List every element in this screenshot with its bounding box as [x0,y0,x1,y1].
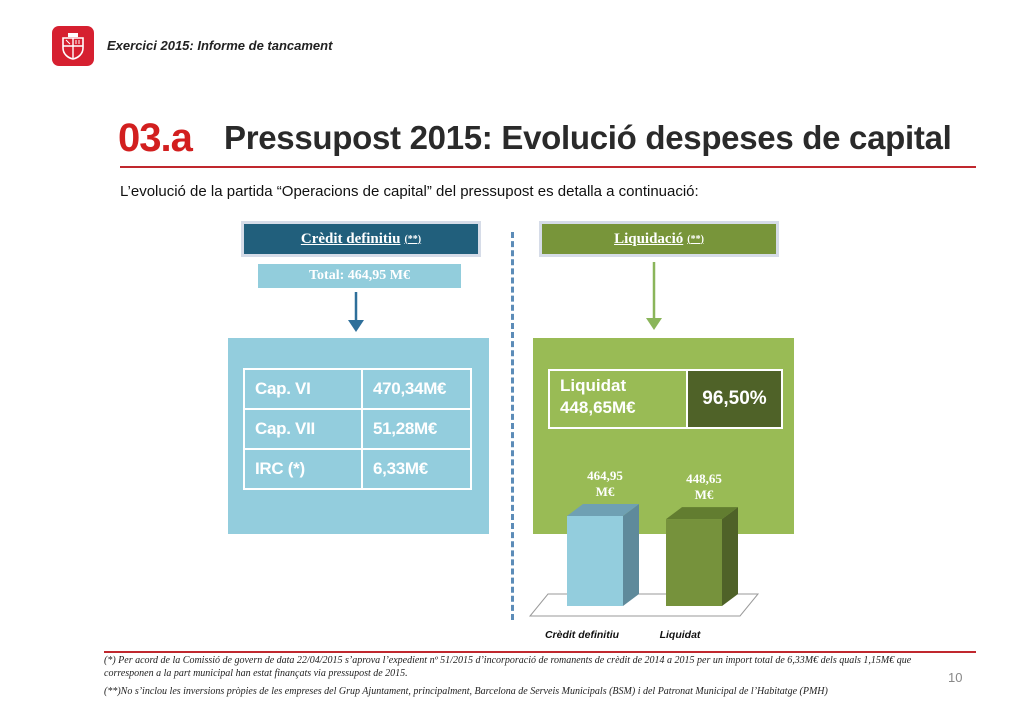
footer-divider [104,651,976,653]
table-row: IRC (*) 6,33M€ [243,448,472,490]
liquidat-label-line2: 448,65M€ [560,398,636,417]
capital-name: Cap. VII [243,408,363,450]
bar-2 [666,519,722,606]
bar-top-1 [567,504,639,516]
capital-value: 51,28M€ [361,408,472,450]
bar-value-label: M€ [695,487,714,502]
bar-side-2 [722,507,738,606]
coat-of-arms-icon [62,33,84,60]
liquidacio-header: Liquidació (**) [542,224,776,254]
page-number: 10 [948,670,963,685]
total-box: Total: 464,95 M€ [258,264,461,288]
bar-chart: 464,95M€448,65M€ Crèdit definitiu Liquid… [528,468,760,641]
section-number: 03.a [118,116,193,160]
liquidat-percent: 96,50% [688,371,781,427]
title-divider [120,166,976,168]
page-title: Pressupost 2015: Evolució despeses de ca… [224,119,952,156]
bar-1 [567,516,623,606]
city-logo [52,26,94,66]
capitals-table: Cap. VI 470,34M€ Cap. VII 51,28M€ IRC (*… [243,368,472,490]
capital-name: Cap. VI [243,368,363,410]
liquid-header-note: (**) [687,233,704,245]
bar-side-1 [623,504,639,606]
liquidat-box: Liquidat 448,65M€ 96,50% [548,369,783,429]
header-text: Exercici 2015: Informe de tancament [107,38,333,53]
bars-group: 464,95M€448,65M€ [567,468,738,606]
table-row: Cap. VI 470,34M€ [243,368,472,410]
credit-down-arrow-icon [348,292,364,332]
liquidat-label: Liquidat 448,65M€ [550,371,688,427]
bar-value-label: M€ [596,484,615,499]
category-label: Liquidat [660,629,701,641]
dashed-divider [511,232,514,620]
capital-value: 470,34M€ [361,368,472,410]
credit-header-label: Crèdit definitiu [300,230,401,247]
liquid-header-label: Liquidació [614,230,684,247]
footnote-1: (*) Per acord de la Comissió de govern d… [104,655,912,679]
bar-top-2 [666,507,738,520]
intro-text: L’evolució de la partida “Operacions de … [120,183,699,200]
liquid-down-arrow-icon [646,262,662,330]
category-label: Crèdit definitiu [545,629,620,641]
capital-name: IRC (*) [243,448,363,490]
liquidat-label-line1: Liquidat [560,376,627,395]
credit-definitiu-header: Crèdit definitiu (**) [244,224,478,254]
bar-value-label: 464,95 [587,468,623,483]
credit-header-note: (**) [404,233,422,245]
table-row: Cap. VII 51,28M€ [243,408,472,450]
footnote-2: (**)No s’inclou les inversions pròpies d… [104,686,828,697]
capital-value: 6,33M€ [361,448,472,490]
bar-value-label: 448,65 [686,471,722,486]
